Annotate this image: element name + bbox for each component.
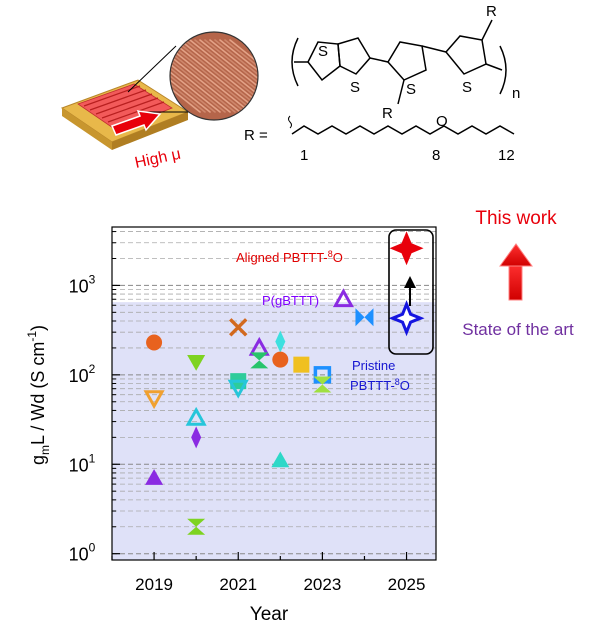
polymer-n: n	[512, 85, 520, 102]
data-point	[275, 330, 286, 353]
data-point	[191, 426, 202, 449]
texture-stroke	[170, 39, 211, 113]
x-tick-label: 2019	[135, 575, 173, 594]
polymer-structure	[288, 19, 515, 135]
data-point	[388, 300, 425, 337]
chain-number-12: 12	[498, 147, 515, 164]
atom-s-1: S	[318, 43, 328, 60]
texture-stroke	[170, 39, 231, 113]
up-arrow-icon	[499, 243, 533, 301]
atom-r-2: R	[382, 105, 393, 122]
data-point	[250, 352, 269, 369]
x-ticks: 2019 2021 2023 2025	[111, 552, 426, 594]
data-point	[146, 334, 163, 351]
x-tick-label: 2023	[303, 575, 341, 594]
data-point	[313, 376, 332, 393]
texture-stroke	[204, 39, 258, 113]
texture-stroke	[219, 39, 258, 113]
x-tick-label: 2021	[219, 575, 257, 594]
y-tick-label: 100	[69, 541, 96, 565]
texture-stroke	[170, 39, 241, 113]
x-tick-label: 2025	[388, 575, 426, 594]
device-illustration	[60, 31, 259, 150]
texture-stroke	[170, 39, 221, 113]
scatter-chart: 2019 2021 2023 2025 100 101 102 103 Aligned PB…	[25, 226, 437, 625]
this-work-box	[388, 229, 434, 355]
texture-stroke	[189, 39, 258, 113]
texture-stroke	[194, 39, 258, 113]
atom-s-2: S	[350, 79, 360, 96]
annotation-pristine-line1: Pristine	[352, 358, 395, 373]
y-ticks: 100 101 102 103	[69, 231, 120, 565]
improvement-arrowhead	[404, 276, 416, 288]
device-label: High μ	[133, 146, 182, 172]
data-point	[227, 379, 249, 399]
r-equals: R =	[244, 127, 268, 144]
data-point	[143, 390, 165, 410]
texture-stroke	[170, 39, 206, 113]
data-point	[293, 356, 310, 373]
chain-number-8: 8	[432, 147, 440, 164]
y-tick-label: 102	[69, 362, 96, 386]
data-point	[145, 469, 164, 485]
texture-stroke	[170, 39, 256, 113]
atom-r-1: R	[486, 3, 497, 20]
data-point	[355, 308, 374, 327]
state-of-art-label: State of the art	[462, 320, 574, 339]
y-tick-label: 101	[69, 451, 96, 475]
texture-stroke	[170, 39, 236, 113]
data-point	[187, 518, 206, 535]
data-point	[332, 288, 354, 308]
this-work-label: This work	[475, 208, 557, 229]
data-point	[185, 406, 207, 426]
data-point	[228, 318, 248, 337]
y-tick-label: 103	[69, 272, 96, 296]
chain-number-1: 1	[300, 147, 308, 164]
texture-stroke	[184, 39, 258, 113]
y-axis-label: gmL / Wd (S cm-1)	[25, 325, 52, 465]
annotation-pristine-line2: PBTTT-8O	[350, 377, 410, 393]
texture-stroke	[170, 39, 226, 113]
data-point	[272, 351, 289, 368]
data-point	[271, 451, 290, 468]
plot-frame	[111, 226, 437, 561]
annotation-pgbttt: P(gBTTT)	[262, 293, 319, 308]
texture-stroke	[170, 39, 216, 113]
x-axis-label: Year	[250, 604, 289, 625]
texture-stroke	[170, 39, 258, 113]
data-point	[187, 355, 206, 371]
atom-s-3: S	[406, 81, 416, 98]
atom-o: O	[436, 113, 448, 130]
texture-stroke	[199, 39, 258, 113]
texture-stroke	[224, 39, 258, 113]
texture-stroke	[209, 39, 258, 113]
data-point	[389, 231, 424, 266]
annotation-aligned: Aligned PBTTT-8O	[236, 249, 343, 265]
texture-stroke	[174, 39, 258, 113]
shaded-band	[112, 302, 436, 560]
data-points	[143, 231, 425, 535]
texture-stroke	[170, 39, 201, 113]
texture-stroke	[229, 39, 258, 113]
texture-stroke	[170, 39, 246, 113]
atom-s-4: S	[462, 79, 472, 96]
texture-stroke	[214, 39, 258, 113]
